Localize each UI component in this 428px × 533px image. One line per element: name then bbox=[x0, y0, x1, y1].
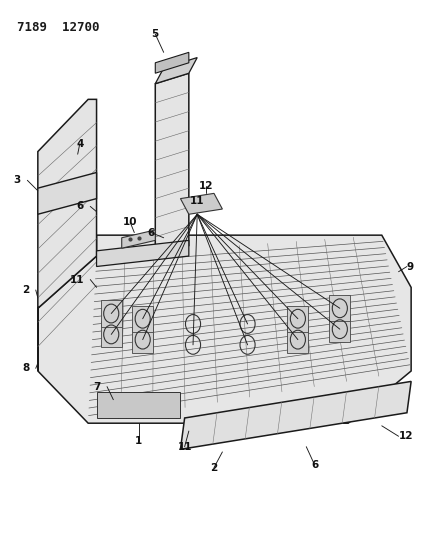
Polygon shape bbox=[155, 52, 189, 73]
Text: 6: 6 bbox=[77, 201, 84, 212]
Polygon shape bbox=[287, 306, 308, 332]
Text: 7: 7 bbox=[93, 382, 101, 392]
Text: 11: 11 bbox=[190, 196, 205, 206]
Text: 2: 2 bbox=[22, 285, 30, 295]
Polygon shape bbox=[181, 382, 411, 449]
Polygon shape bbox=[132, 306, 153, 332]
Text: 11: 11 bbox=[69, 274, 84, 285]
Text: 6: 6 bbox=[148, 228, 155, 238]
Text: 10: 10 bbox=[123, 217, 137, 227]
Text: 8: 8 bbox=[22, 364, 30, 373]
Text: 5: 5 bbox=[152, 29, 159, 39]
Text: 1: 1 bbox=[135, 437, 142, 447]
Text: 9: 9 bbox=[407, 262, 414, 271]
Polygon shape bbox=[101, 301, 122, 327]
Polygon shape bbox=[287, 327, 308, 353]
Text: 6: 6 bbox=[311, 460, 318, 470]
Polygon shape bbox=[132, 327, 153, 353]
Text: 7189  12700: 7189 12700 bbox=[17, 21, 99, 34]
Polygon shape bbox=[38, 235, 411, 423]
Polygon shape bbox=[97, 240, 189, 266]
Polygon shape bbox=[155, 73, 189, 256]
Polygon shape bbox=[101, 321, 122, 348]
Polygon shape bbox=[181, 193, 223, 214]
Polygon shape bbox=[122, 230, 155, 248]
Text: 12: 12 bbox=[198, 181, 213, 190]
Text: 11: 11 bbox=[177, 442, 192, 451]
Polygon shape bbox=[97, 392, 181, 418]
Polygon shape bbox=[330, 316, 350, 342]
Polygon shape bbox=[38, 99, 97, 371]
Polygon shape bbox=[155, 58, 197, 84]
Text: 12: 12 bbox=[398, 431, 413, 441]
Text: 4: 4 bbox=[76, 139, 83, 149]
Polygon shape bbox=[38, 173, 97, 214]
Polygon shape bbox=[330, 295, 350, 321]
Text: 2: 2 bbox=[211, 463, 217, 473]
Text: 3: 3 bbox=[14, 175, 21, 185]
